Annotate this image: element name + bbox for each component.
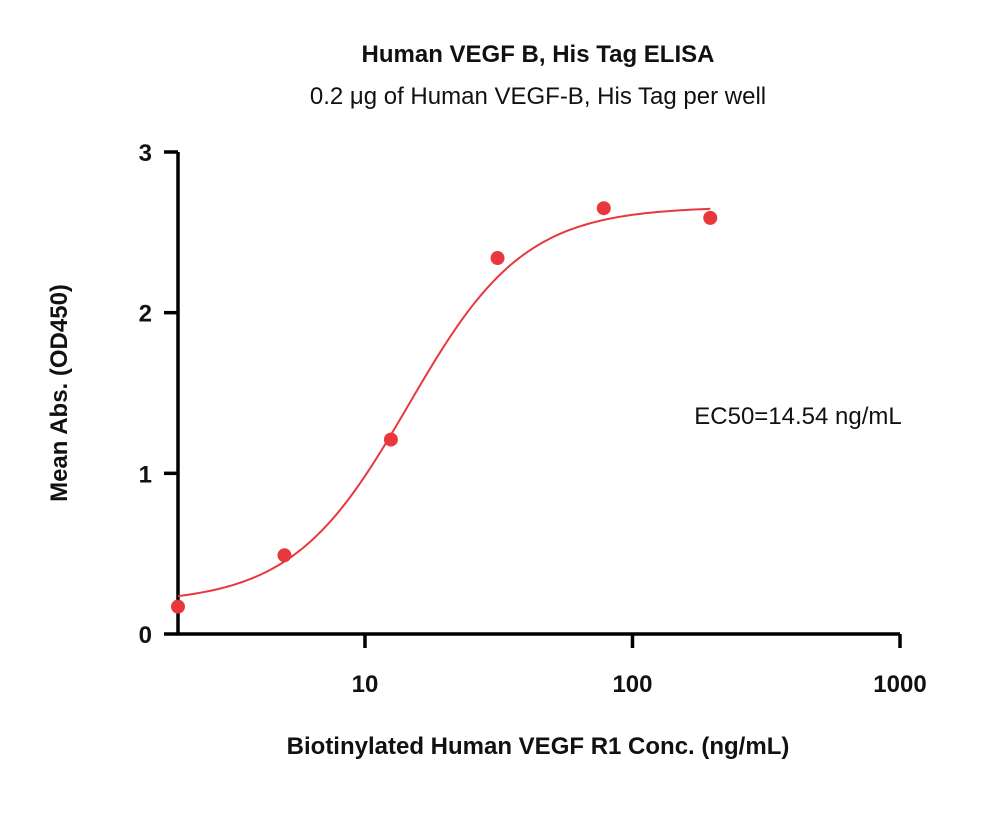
data-point: [490, 251, 505, 266]
y-axis-label: Mean Abs. (OD450): [46, 284, 73, 502]
x-tick-label: 1000: [873, 671, 926, 698]
chart-title: Human VEGF B, His Tag ELISA: [362, 41, 715, 68]
data-point: [277, 548, 292, 563]
fit-curve: [177, 207, 711, 598]
y-tick-label: 1: [139, 461, 152, 488]
chart-subtitle: 0.2 μg of Human VEGF-B, His Tag per well: [310, 83, 766, 110]
x-tick-label: 10: [352, 671, 379, 698]
x-axis-label: Biotinylated Human VEGF R1 Conc. (ng/mL): [287, 733, 790, 760]
plot-area: 0 1 2 3 10 100 1000: [139, 140, 927, 698]
data-point: [703, 210, 718, 225]
data-point: [383, 432, 398, 447]
ec50-annotation: EC50=14.54 ng/mL: [694, 403, 901, 430]
y-tick-label: 3: [139, 140, 152, 167]
y-tick-label: 0: [139, 622, 152, 649]
x-tick-label: 100: [612, 671, 652, 698]
y-tick-label: 2: [139, 301, 152, 328]
data-point: [596, 201, 611, 216]
data-point: [171, 599, 185, 614]
